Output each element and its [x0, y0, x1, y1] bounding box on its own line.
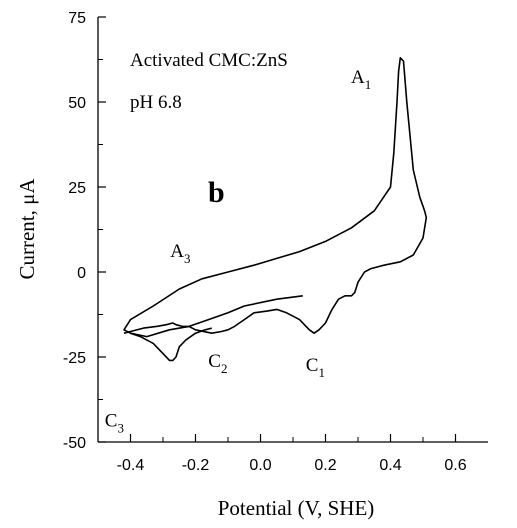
peak-label-c1: C1 [306, 355, 325, 380]
y-axis-title: Current, μA [15, 178, 39, 280]
y-axis-ticks: -50 -25 0 25 50 75 [63, 10, 106, 452]
peak-label-c2: C2 [208, 351, 227, 376]
y-tick-label: 75 [68, 10, 86, 27]
series-layer [123, 57, 428, 362]
x-tick-label: -0.4 [117, 457, 145, 474]
ph-label: pH 6.8 [130, 92, 182, 113]
plot-area [97, 17, 488, 443]
x-tick-label: 0.0 [249, 457, 271, 474]
sample-label: Activated CMC:ZnS [130, 50, 288, 71]
x-tick-label: 0.6 [444, 457, 466, 474]
x-axis-ticks: -0.4 -0.2 0.0 0.2 0.4 0.6 [97, 434, 467, 474]
x-tick-label: 0.2 [314, 457, 336, 474]
x-tick-label: 0.4 [379, 457, 401, 474]
peak-label-c3: C3 [105, 410, 124, 435]
voltammogram-trace-2 [130, 327, 213, 362]
y-tick-label: 50 [68, 95, 86, 112]
peak-labels: A1 A3 C1 C2 C3 [105, 67, 371, 436]
peak-label-a1: A1 [351, 67, 371, 92]
voltammogram-trace-1 [123, 57, 428, 338]
x-axis-title: Potential (V, SHE) [218, 496, 375, 520]
panel-label: b [208, 176, 225, 209]
y-tick-label: -25 [63, 350, 86, 367]
y-tick-label: 25 [68, 180, 86, 197]
y-tick-label: -50 [63, 435, 86, 452]
y-tick-label: 0 [77, 265, 86, 282]
x-tick-label: -0.2 [182, 457, 210, 474]
peak-label-a3: A3 [170, 241, 190, 266]
